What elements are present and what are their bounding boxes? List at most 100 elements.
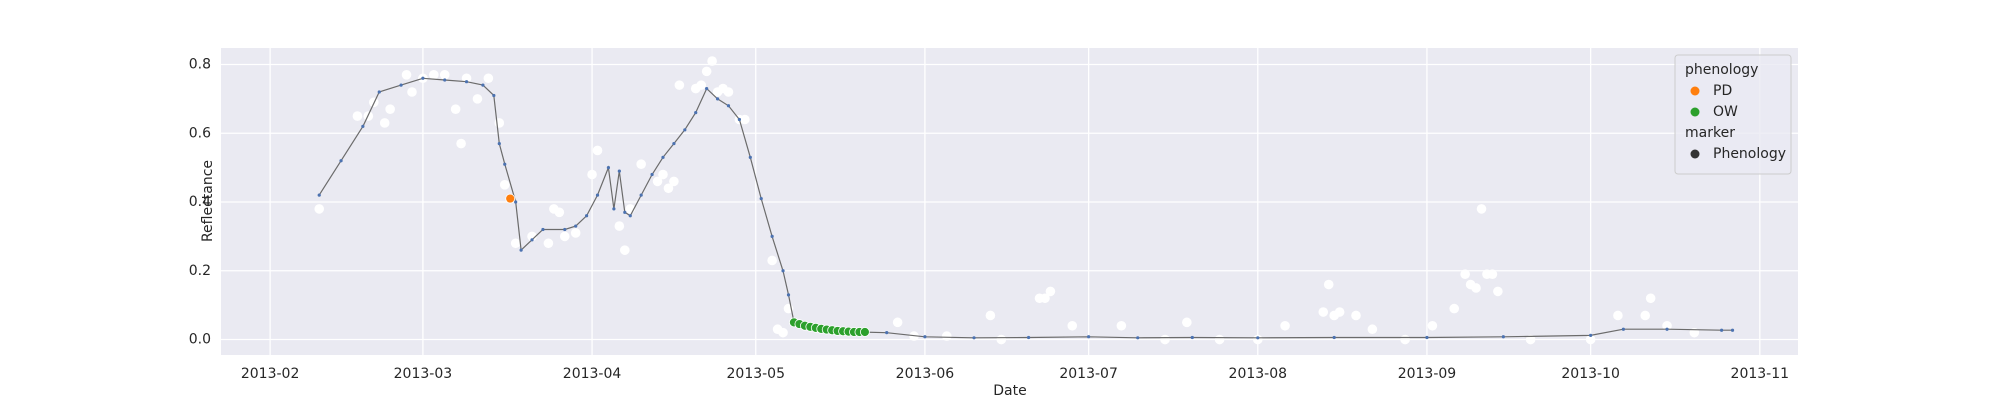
line-vertex <box>661 155 665 159</box>
point <box>407 87 417 97</box>
x-tick-label: 2013-08 <box>1229 366 1288 382</box>
line-vertex <box>377 90 381 94</box>
point <box>587 169 597 180</box>
point <box>1662 320 1672 331</box>
point <box>543 238 554 249</box>
legend-label: PD <box>1713 83 1732 99</box>
point <box>1040 293 1050 304</box>
point <box>658 169 668 180</box>
line-vertex <box>541 227 545 232</box>
line-vertex <box>1087 335 1091 339</box>
point <box>592 145 603 156</box>
line-vertex <box>759 196 763 201</box>
line-vertex <box>737 117 741 122</box>
point <box>505 193 516 204</box>
point <box>314 204 325 214</box>
line-vertex <box>399 83 403 87</box>
line-vertex <box>672 141 676 146</box>
line-vertex <box>574 224 578 228</box>
line-vertex <box>361 124 365 128</box>
line-vertex <box>1501 335 1505 339</box>
point <box>1334 307 1345 317</box>
x-tick-label: 2013-10 <box>1561 366 1620 382</box>
point <box>663 183 674 194</box>
point <box>510 238 521 249</box>
point <box>472 94 483 104</box>
line-vertex <box>770 234 774 238</box>
line-vertex <box>497 141 501 146</box>
point <box>483 73 494 84</box>
line-vertex <box>464 80 469 84</box>
point <box>696 80 706 90</box>
point <box>1476 204 1487 214</box>
line-vertex <box>705 86 709 91</box>
x-tick-label: 2013-04 <box>563 366 622 382</box>
point <box>385 104 395 114</box>
point <box>1116 320 1127 331</box>
line-vertex <box>585 214 589 218</box>
line-vertex <box>1190 335 1194 340</box>
point <box>570 228 581 238</box>
legend-marker <box>1690 149 1700 159</box>
point <box>1160 334 1170 345</box>
line-vertex <box>885 331 889 335</box>
point <box>1182 317 1192 328</box>
point <box>401 70 412 80</box>
point <box>456 138 466 149</box>
line-vertex <box>1136 336 1140 340</box>
point <box>554 207 565 218</box>
point <box>1640 310 1651 321</box>
x-tick-label: 2013-05 <box>727 366 786 382</box>
point <box>1585 334 1596 345</box>
line-vertex <box>1730 328 1735 332</box>
point <box>379 118 390 128</box>
line-vertex <box>617 169 621 173</box>
point <box>439 70 450 80</box>
point <box>1280 320 1290 331</box>
point <box>1525 334 1536 345</box>
point <box>559 231 570 242</box>
line-vertex <box>519 248 523 252</box>
line-vertex <box>563 227 567 232</box>
legend-box <box>1674 54 1792 175</box>
line-vertex <box>1621 327 1625 331</box>
line-vertex <box>595 193 600 197</box>
point <box>1645 293 1656 304</box>
line-vertex <box>1425 335 1429 340</box>
y-tick-label: 0.8 <box>189 57 211 73</box>
line-vertex <box>726 104 731 108</box>
point <box>1400 334 1410 345</box>
line-vertex <box>492 93 496 98</box>
line-vertex <box>715 97 720 101</box>
x-tick-label: 2013-02 <box>241 366 300 382</box>
point <box>859 327 870 337</box>
line-vertex <box>1589 333 1593 338</box>
x-axis-label: Date <box>993 383 1026 399</box>
point <box>1427 320 1438 331</box>
line-vertex <box>781 269 785 273</box>
point <box>1493 286 1503 297</box>
legend-marker <box>1690 107 1700 117</box>
x-tick-label: 2013-11 <box>1731 366 1790 382</box>
line-vertex <box>1332 335 1336 340</box>
line-vertex <box>786 293 791 297</box>
legend-label: OW <box>1713 104 1738 120</box>
point <box>707 56 717 66</box>
point <box>636 159 646 169</box>
line-vertex <box>650 172 654 177</box>
point <box>723 87 734 97</box>
point <box>499 180 510 190</box>
point <box>1367 324 1378 335</box>
x-tick-label: 2013-07 <box>1059 366 1118 382</box>
y-tick-label: 0.0 <box>189 332 211 348</box>
line-vertex <box>1665 327 1669 331</box>
point <box>352 111 363 121</box>
line-vertex <box>443 78 447 82</box>
y-axis-label: Reflectance <box>200 160 216 242</box>
line-vertex <box>628 214 632 218</box>
line-vertex <box>612 207 616 211</box>
line-vertex <box>481 83 485 87</box>
line-vertex <box>514 200 518 204</box>
point <box>778 327 788 338</box>
point <box>1318 307 1329 317</box>
